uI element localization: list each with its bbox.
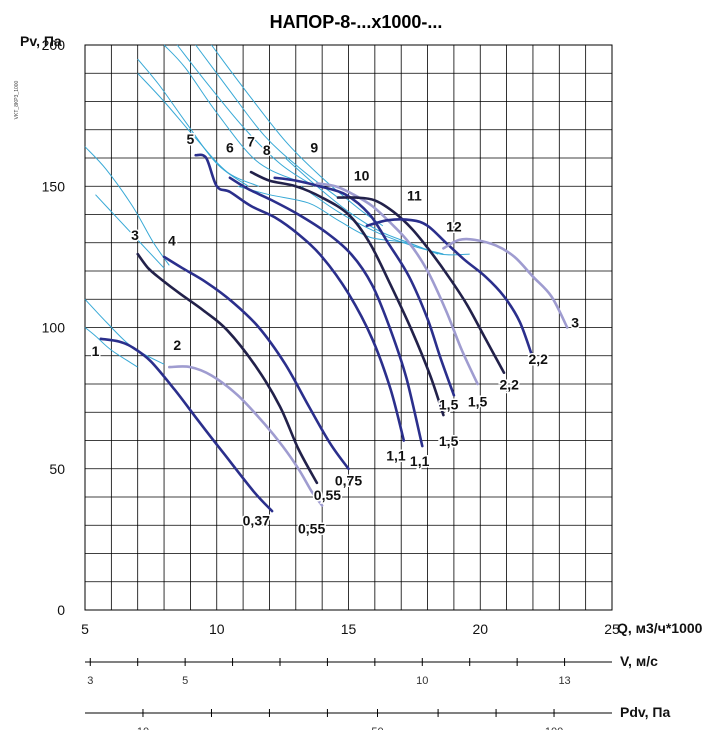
chart-title: НАПОР-8-...x1000-... [270,12,443,32]
secondary-axis-tick-label: 13 [558,675,570,687]
curve-number-label: 6 [226,139,234,155]
y-tick-label: 200 [42,37,66,53]
motor-power-label: 1,5 [468,394,488,410]
x-tick-label: 10 [209,621,225,637]
secondary-axis-tick-label: 50 [371,726,383,730]
curve-number-label: 1 [92,343,100,359]
motor-power-label: 2,2 [528,351,548,367]
x-tick-label: 15 [341,621,357,637]
motor-power-label: 0,37 [243,512,270,528]
x-tick-labels: 5 10 15 20 25 [81,621,620,637]
motor-power-label: 0,55 [314,487,341,503]
curve-number-label: 4 [168,233,176,249]
secondary-axis-label: Pdv, Па [620,704,670,720]
motor-power-label: 1,5 [439,396,459,412]
grid-lines [85,45,612,610]
y-tick-label: 100 [42,320,66,336]
motor-power-label: 0,55 [298,521,325,537]
y-tick-labels: 0 50 100 150 200 [42,37,66,618]
secondary-axis-tick-label: 10 [416,675,428,687]
motor-power-label: 1,1 [386,447,406,463]
secondary-axis-tick-label: 5 [182,675,188,687]
x-axis-label: Q, м3/ч*1000 [617,620,703,636]
x-tick-label: 20 [472,621,488,637]
curve-number-label: 2 [173,337,181,353]
curve-number-label: 7 [247,134,255,150]
curve-number-label: 3 [131,227,139,243]
y-tick-label: 150 [42,178,66,194]
secondary-axis-tick-label: 10 [137,726,149,730]
secondary-axis-label: V, м/с [620,653,658,669]
curve-number-label: 11 [407,187,422,203]
curve-number-label: 5 [187,131,195,147]
x-tick-label: 5 [81,621,89,637]
motor-power-label: 1,5 [439,433,459,449]
motor-power-label: 0,75 [335,473,362,489]
y-tick-label: 0 [57,602,65,618]
curve-number-label: 3 [571,315,579,331]
motor-power-label: 2,2 [500,377,520,393]
curve-number-label: 12 [446,218,462,234]
y-tick-label: 50 [49,461,65,477]
curve-number-label: 9 [310,139,318,155]
motor-power-label: 1,1 [410,453,430,469]
secondary-axis-tick-label: 100 [545,726,563,730]
watermark-text: VKT_8KP3_1000 [14,80,20,119]
secondary-axes: 3 5 10 13 V, м/с 10 50 100 Pdv, Па [85,653,670,730]
secondary-axis-tick-label: 3 [87,675,93,687]
curve-number-label: 8 [263,142,271,158]
curve-number-label: 10 [354,168,370,184]
